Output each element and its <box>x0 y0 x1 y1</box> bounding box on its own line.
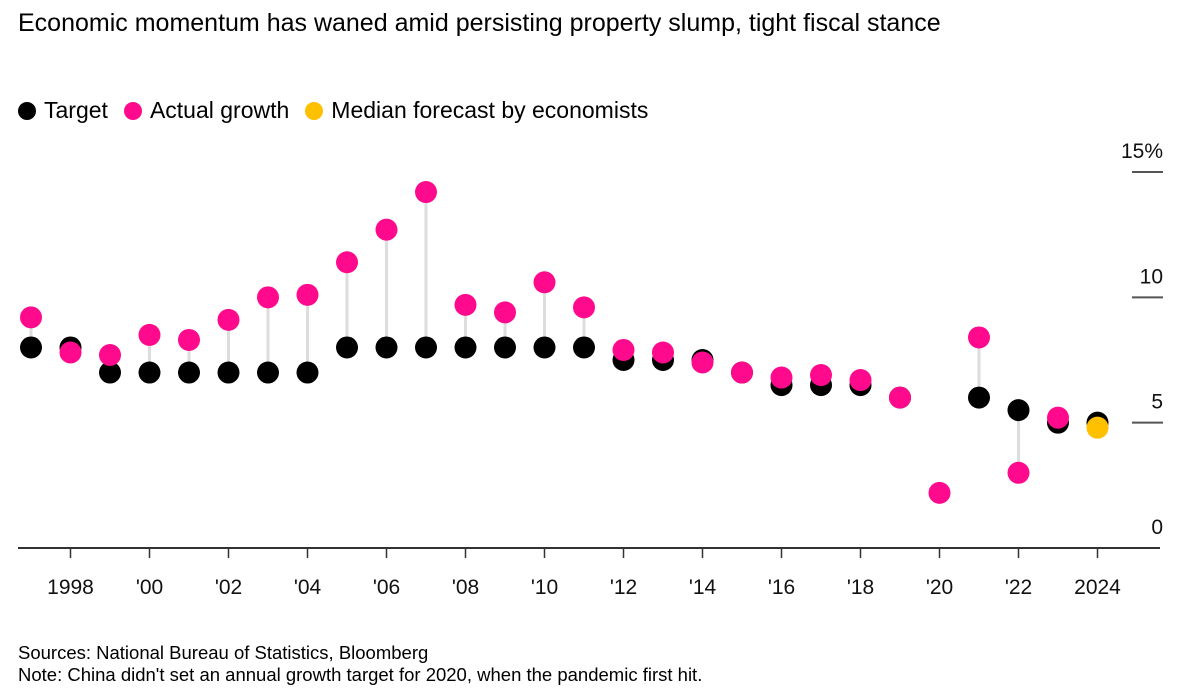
actual-point <box>1047 406 1069 429</box>
target-point <box>99 361 121 384</box>
actual-point <box>20 306 42 329</box>
actual-point <box>336 251 358 274</box>
actual-point <box>573 296 595 319</box>
legend-dot-actual <box>123 101 142 120</box>
y-tick-label: 0 <box>1151 516 1163 539</box>
actual-point <box>691 351 714 374</box>
actual-point <box>415 181 437 204</box>
legend-label-target: Target <box>44 97 108 123</box>
y-tick-label: 15% <box>1121 140 1163 163</box>
actual-point <box>454 293 477 316</box>
legend-item-target: Target <box>18 97 108 124</box>
x-tick-label: '02 <box>215 576 242 599</box>
actual-point <box>1007 461 1030 484</box>
x-tick-label: '16 <box>768 576 795 599</box>
target-point <box>257 361 279 384</box>
actual-point <box>178 328 200 351</box>
legend-dot-forecast <box>305 101 324 120</box>
target-point <box>20 336 42 359</box>
x-tick-label: '08 <box>452 576 479 599</box>
target-point <box>296 361 319 384</box>
target-point <box>217 361 240 384</box>
actual-point <box>928 481 951 504</box>
x-tick-label: '20 <box>926 576 953 599</box>
target-point <box>138 361 161 384</box>
actual-point <box>533 271 556 294</box>
target-point <box>1007 399 1030 422</box>
actual-point <box>810 364 832 387</box>
actual-point <box>849 369 872 392</box>
actual-point <box>257 286 279 309</box>
target-point <box>375 336 398 359</box>
legend-label-forecast: Median forecast by economists <box>331 97 649 123</box>
x-tick-label: '10 <box>531 576 558 599</box>
legend: Target Actual growth Median forecast by … <box>18 97 664 124</box>
target-point <box>178 361 200 384</box>
x-tick-label: '06 <box>373 576 400 599</box>
actual-point <box>59 341 82 364</box>
actual-point <box>652 341 674 364</box>
actual-point <box>968 326 990 349</box>
actual-point <box>296 283 319 306</box>
sources-note: Sources: National Bureau of Statistics, … <box>18 642 429 663</box>
target-point <box>336 336 358 359</box>
target-point <box>533 336 556 359</box>
legend-item-actual: Actual growth <box>123 97 290 124</box>
x-tick-label: '04 <box>294 576 322 599</box>
target-point <box>968 386 990 409</box>
actual-point <box>889 386 911 409</box>
target-point <box>415 336 437 359</box>
target-point <box>454 336 477 359</box>
actual-point <box>138 323 161 346</box>
target-point <box>573 336 595 359</box>
y-tick-label: 10 <box>1140 265 1163 288</box>
x-tick-label: 1998 <box>47 576 94 599</box>
actual-point <box>612 338 635 361</box>
actual-point <box>731 361 753 384</box>
y-tick-label: 5 <box>1151 391 1163 414</box>
forecast-point <box>1086 416 1109 439</box>
chart-title: Economic momentum has waned amid persist… <box>18 9 941 37</box>
legend-item-forecast: Median forecast by economists <box>305 97 648 124</box>
actual-point <box>770 366 793 389</box>
x-tick-label: '00 <box>136 576 163 599</box>
x-tick-label: 2024 <box>1074 576 1121 599</box>
actual-point <box>494 301 516 324</box>
legend-label-actual: Actual growth <box>149 97 290 123</box>
legend-dot-target <box>18 101 36 120</box>
x-tick-label: '22 <box>1005 576 1032 599</box>
x-tick-label: '12 <box>610 576 637 599</box>
actual-point <box>99 343 121 366</box>
x-tick-label: '14 <box>689 576 717 599</box>
target-point <box>494 336 516 359</box>
x-tick-label: '18 <box>847 576 874 599</box>
actual-point <box>217 308 240 331</box>
footnote: Note: China didn't set an annual growth … <box>18 664 703 685</box>
actual-point <box>375 218 398 241</box>
